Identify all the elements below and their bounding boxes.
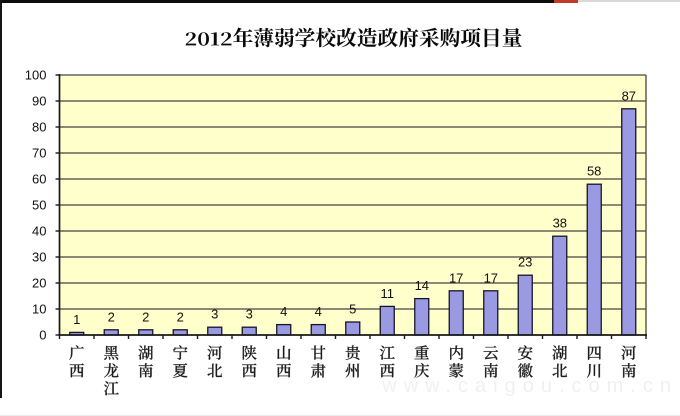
svg-text:10: 10 — [32, 302, 46, 317]
svg-text:17: 17 — [449, 270, 463, 285]
svg-text:30: 30 — [32, 250, 46, 265]
svg-text:90: 90 — [32, 94, 46, 109]
svg-text:20: 20 — [32, 276, 46, 291]
svg-text:4: 4 — [315, 304, 322, 319]
svg-text:5: 5 — [349, 302, 356, 317]
svg-text:38: 38 — [553, 216, 567, 231]
svg-text:58: 58 — [587, 164, 601, 179]
svg-text:23: 23 — [518, 255, 532, 270]
svg-text:2: 2 — [108, 309, 115, 324]
svg-text:0: 0 — [39, 328, 46, 343]
svg-text:3: 3 — [211, 307, 218, 322]
svg-text:80: 80 — [32, 120, 46, 135]
svg-text:100: 100 — [25, 68, 47, 83]
svg-text:14: 14 — [415, 278, 429, 293]
svg-text:87: 87 — [622, 88, 636, 103]
svg-text:50: 50 — [32, 198, 46, 213]
svg-text:2: 2 — [177, 309, 184, 324]
svg-text:2: 2 — [142, 309, 149, 324]
svg-text:40: 40 — [32, 224, 46, 239]
svg-text:4: 4 — [280, 304, 287, 319]
svg-text:3: 3 — [246, 307, 253, 322]
svg-text:1: 1 — [73, 312, 80, 327]
svg-text:70: 70 — [32, 146, 46, 161]
svg-text:17: 17 — [484, 270, 498, 285]
svg-text:60: 60 — [32, 172, 46, 187]
svg-text:11: 11 — [380, 286, 394, 301]
